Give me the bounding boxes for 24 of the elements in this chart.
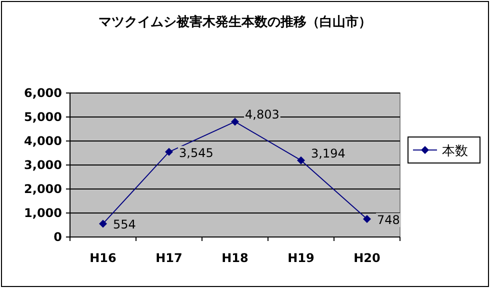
legend-label: 本数 [442, 144, 468, 159]
x-tick-label: H17 [156, 251, 182, 265]
data-label: 554 [113, 218, 136, 232]
point [99, 220, 107, 228]
y-tick-label: 2,000 [24, 182, 62, 196]
x-tick-label: H16 [90, 251, 116, 265]
y-tick-label: 6,000 [24, 86, 62, 100]
y-tick-label: 5,000 [24, 110, 62, 124]
y-tick-label: 3,000 [24, 158, 62, 172]
point [363, 215, 371, 224]
point [297, 156, 305, 164]
y-tick-label: 1,000 [24, 206, 62, 220]
data-label: 4,803 [245, 108, 280, 122]
data-label: 3,194 [311, 146, 346, 160]
data-label: 3,545 [179, 146, 214, 160]
point [165, 148, 173, 156]
title: マツクイムシ被害木発生本数の推移（白山市） [98, 15, 372, 30]
point [231, 118, 239, 126]
x-tick-label: H18 [222, 251, 248, 265]
y-tick-label: 0 [54, 230, 62, 244]
x-tick-label: H20 [354, 251, 380, 265]
data-label: 748 [377, 213, 400, 228]
y-tick-label: 4,000 [24, 134, 62, 148]
x-tick-label: H19 [288, 251, 314, 265]
